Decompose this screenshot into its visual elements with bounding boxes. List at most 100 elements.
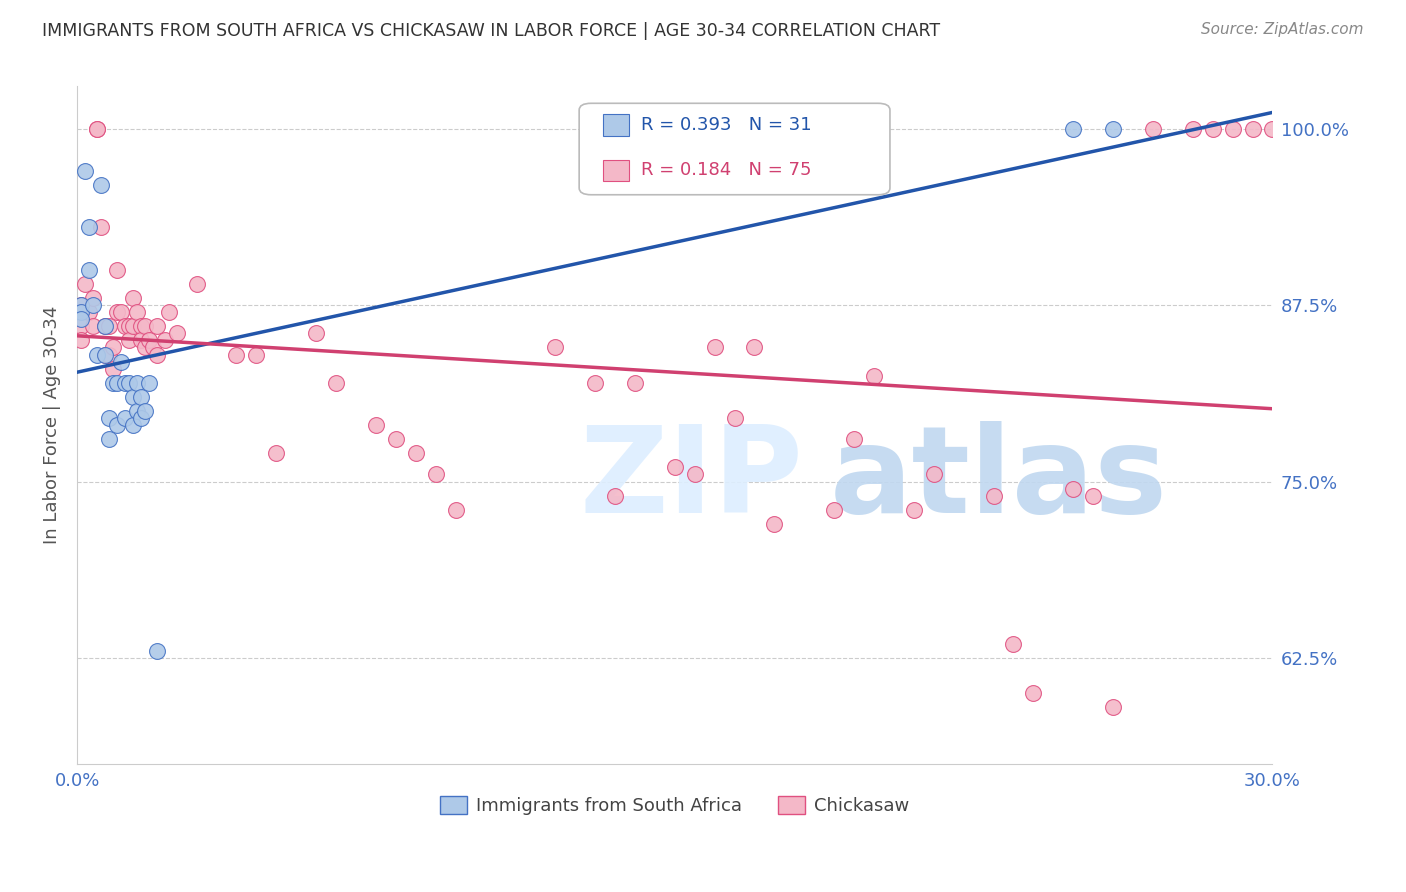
Point <box>73 277 96 291</box>
Point <box>146 644 169 658</box>
Point <box>1261 121 1284 136</box>
Point <box>1062 121 1084 136</box>
Point <box>266 446 288 460</box>
Point <box>444 502 467 516</box>
Point <box>70 298 93 312</box>
Point <box>138 376 160 390</box>
Point <box>763 516 786 531</box>
Point <box>122 319 145 334</box>
Point <box>101 361 124 376</box>
Point <box>114 376 136 390</box>
Point <box>94 347 117 361</box>
Point <box>146 319 169 334</box>
Point <box>105 418 128 433</box>
Point <box>138 334 160 348</box>
Point <box>129 319 152 334</box>
Point <box>583 376 606 390</box>
Point <box>101 341 124 355</box>
Point <box>122 291 145 305</box>
Point <box>683 467 706 482</box>
Point <box>94 347 117 361</box>
Text: R = 0.184   N = 75: R = 0.184 N = 75 <box>641 161 811 179</box>
Y-axis label: In Labor Force | Age 30-34: In Labor Force | Age 30-34 <box>44 306 60 544</box>
Point <box>82 291 104 305</box>
Point <box>425 467 447 482</box>
Point <box>922 467 945 482</box>
Point <box>118 376 141 390</box>
Point <box>77 305 100 319</box>
Point <box>105 263 128 277</box>
Point <box>983 489 1005 503</box>
Point <box>134 404 156 418</box>
Point <box>166 326 188 341</box>
Text: IMMIGRANTS FROM SOUTH AFRICA VS CHICKASAW IN LABOR FORCE | AGE 30-34 CORRELATION: IMMIGRANTS FROM SOUTH AFRICA VS CHICKASA… <box>42 22 941 40</box>
Point <box>723 411 745 425</box>
Point <box>101 376 124 390</box>
Point <box>82 319 104 334</box>
Point <box>129 411 152 425</box>
Point <box>664 460 686 475</box>
Text: ZIP: ZIP <box>579 421 803 538</box>
Point <box>110 305 132 319</box>
Point <box>744 341 766 355</box>
Point <box>70 305 93 319</box>
Point <box>1241 121 1264 136</box>
Point <box>114 411 136 425</box>
Point <box>134 319 156 334</box>
Point <box>86 121 108 136</box>
Point <box>98 319 121 334</box>
Point <box>153 334 176 348</box>
Point <box>1022 686 1045 700</box>
Point <box>186 277 208 291</box>
Point <box>94 319 117 334</box>
Point <box>245 347 267 361</box>
Point <box>125 404 148 418</box>
Point <box>82 298 104 312</box>
Point <box>405 446 427 460</box>
Point <box>122 418 145 433</box>
Point <box>544 341 567 355</box>
Point <box>94 319 117 334</box>
Point <box>98 432 121 446</box>
Point <box>1002 637 1025 651</box>
Point <box>105 305 128 319</box>
Point <box>70 305 93 319</box>
FancyBboxPatch shape <box>603 114 630 136</box>
Point <box>70 312 93 326</box>
Point <box>142 341 165 355</box>
Point <box>703 341 725 355</box>
Point <box>98 411 121 425</box>
Point <box>1062 482 1084 496</box>
Point <box>624 376 647 390</box>
Point <box>98 347 121 361</box>
Point <box>86 121 108 136</box>
Point <box>1142 121 1164 136</box>
Point <box>842 432 865 446</box>
Point <box>863 368 886 383</box>
Point <box>105 376 128 390</box>
Point <box>70 319 93 334</box>
FancyBboxPatch shape <box>603 160 630 181</box>
Point <box>70 298 93 312</box>
Point <box>125 305 148 319</box>
Point <box>1083 489 1105 503</box>
Point <box>225 347 247 361</box>
Text: R = 0.393   N = 31: R = 0.393 N = 31 <box>641 116 811 134</box>
Point <box>385 432 408 446</box>
Point <box>823 502 845 516</box>
Point <box>305 326 328 341</box>
Point <box>86 347 108 361</box>
Point <box>903 502 925 516</box>
Point <box>122 390 145 404</box>
Point <box>70 334 93 348</box>
Point <box>157 305 180 319</box>
Point <box>114 319 136 334</box>
Point <box>364 418 387 433</box>
Point <box>1222 121 1244 136</box>
Point <box>603 489 626 503</box>
Point <box>134 341 156 355</box>
Text: atlas: atlas <box>830 421 1168 538</box>
Point <box>1102 121 1125 136</box>
Point <box>110 354 132 368</box>
FancyBboxPatch shape <box>579 103 890 194</box>
